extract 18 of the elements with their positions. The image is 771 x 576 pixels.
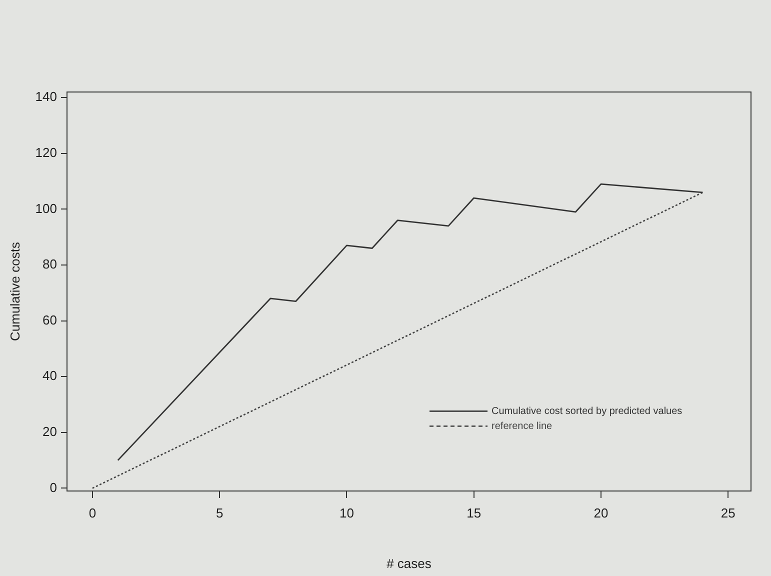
- x-tick-label: 25: [720, 505, 736, 520]
- text: Cumulative cost sorted by predicted values: [492, 406, 682, 417]
- y-tick-label: 140: [35, 89, 57, 104]
- y-axis-title: Cumulative costs: [7, 242, 22, 341]
- y-tick-label: 40: [42, 368, 57, 384]
- x-tick-label: 0: [88, 505, 96, 520]
- text: reference line: [492, 420, 553, 432]
- x-axis-title: # cases: [386, 556, 432, 571]
- y-tick-label: 120: [35, 144, 57, 160]
- y-tick-label: 80: [42, 256, 57, 272]
- y-tick-label: 100: [35, 200, 57, 216]
- x-tick-label: 15: [466, 505, 482, 520]
- x-tick-label: 10: [339, 505, 354, 520]
- x-tick-label: 5: [216, 505, 224, 520]
- y-tick-label: 0: [50, 480, 57, 495]
- y-tick-label: 60: [42, 312, 57, 328]
- x-tick-label: 20: [594, 505, 608, 520]
- y-tick-label: 20: [42, 424, 57, 439]
